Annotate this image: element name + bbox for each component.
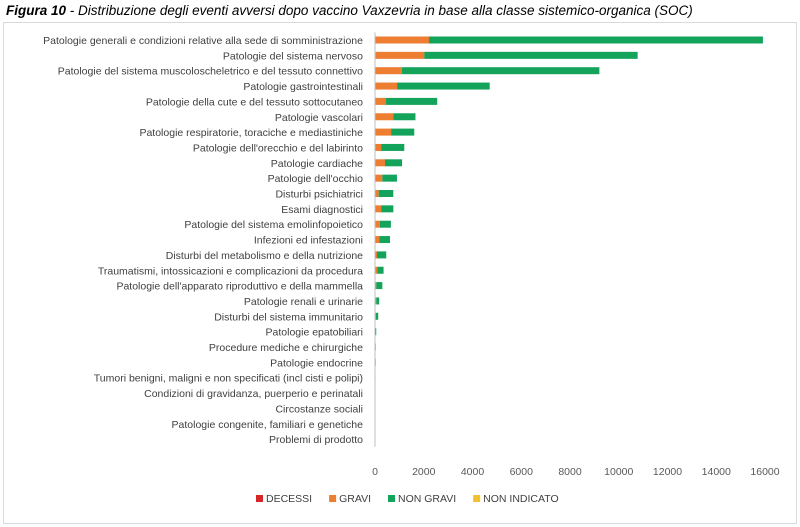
bar-segment-non-gravi xyxy=(386,97,438,105)
bar-segment-gravi xyxy=(375,67,402,75)
x-axis-ticks: 0 2000 4000 6000 8000 10000 12000 14000 16000 xyxy=(372,466,780,478)
category-label: Disturbi psichiatrici xyxy=(275,189,363,201)
figure-caption: Figura 10 - Distribuzione degli eventi a… xyxy=(6,3,693,18)
category-label: Esami diagnostici xyxy=(281,204,363,216)
x-tick-label: 14000 xyxy=(702,466,731,478)
legend-swatch xyxy=(388,495,396,502)
bar-segment-gravi xyxy=(375,220,380,228)
bar-segment-non-gravi xyxy=(428,36,763,44)
category-label: Traumatismi, intossicazioni e complicazi… xyxy=(98,265,363,277)
bar-segment-gravi xyxy=(375,236,380,244)
category-label: Problemi di prodotto xyxy=(269,434,363,446)
legend-swatch xyxy=(473,495,481,502)
bar-segment-non-gravi xyxy=(397,82,490,90)
category-label: Infezioni ed infestazioni xyxy=(254,235,363,247)
x-tick-label: 10000 xyxy=(604,466,633,478)
bar-segment-non-gravi xyxy=(378,190,394,197)
chart-frame xyxy=(3,22,797,524)
bar-segment-non-gravi xyxy=(382,174,397,182)
legend-label: DECESSI xyxy=(266,493,312,505)
legend: DECESSI GRAVI NON GRAVI NON INDICATO xyxy=(256,493,559,505)
x-tick-label: 6000 xyxy=(510,466,534,478)
bar-segment-non-gravi xyxy=(379,220,391,228)
bar-segment-gravi xyxy=(375,251,377,259)
bar-segment-non-gravi xyxy=(376,297,380,305)
bar-segment-non-gravi xyxy=(375,328,377,336)
x-tick-label: 8000 xyxy=(558,466,582,478)
bar-segment-non-gravi xyxy=(393,113,416,121)
category-label: Patologie del sistema emolinfopoietico xyxy=(184,219,363,231)
bar-segment-gravi xyxy=(375,190,379,197)
bars xyxy=(375,36,763,443)
category-label: Patologie epatobiliari xyxy=(266,327,363,339)
bar-segment-gravi xyxy=(375,143,382,151)
bar-segment-gravi xyxy=(375,113,394,121)
figure-label: Figura 10 xyxy=(6,3,67,18)
legend-label: NON GRAVI xyxy=(398,493,456,505)
bar-segment-gravi xyxy=(375,282,377,290)
bar-segment-gravi xyxy=(375,205,382,213)
legend-label: GRAVI xyxy=(339,493,371,505)
bar-segment-gravi xyxy=(375,51,425,59)
x-tick-label: 12000 xyxy=(653,466,682,478)
x-tick-label: 16000 xyxy=(750,466,779,478)
category-label: Procedure mediche e chirurgiche xyxy=(209,342,363,354)
category-labels: Patologie generali e condizioni relative… xyxy=(43,35,363,446)
category-label: Patologie dell'orecchio e del labirinto xyxy=(193,142,363,154)
category-label: Patologie gastrointestinali xyxy=(243,81,363,93)
bar-segment-non-gravi xyxy=(379,236,390,244)
bar-segment-non-gravi xyxy=(384,159,403,167)
category-label: Patologie dell'apparato riproduttivo e d… xyxy=(116,281,363,293)
x-tick-label: 0 xyxy=(372,466,378,478)
bar-segment-non-gravi xyxy=(381,205,394,213)
bar-segment-gravi xyxy=(375,297,377,305)
bar-segment-gravi xyxy=(375,128,392,136)
bar-segment-non-gravi xyxy=(391,128,415,136)
category-label: Patologie dell'occhio xyxy=(268,173,364,185)
category-label: Patologie renali e urinarie xyxy=(244,296,363,308)
category-label: Patologie congenite, familiari e genetic… xyxy=(172,419,364,431)
category-label: Patologie cardiache xyxy=(271,158,363,170)
bar-segment-non-gravi xyxy=(381,143,405,151)
bar-segment-gravi xyxy=(375,174,383,182)
category-label: Disturbi del sistema immunitario xyxy=(214,311,363,323)
category-label: Patologie della cute e del tessuto sotto… xyxy=(146,96,363,108)
legend-label: NON INDICATO xyxy=(483,493,558,505)
category-label: Circostanze sociali xyxy=(275,403,363,415)
category-label: Patologie vascolari xyxy=(275,112,363,124)
category-label: Patologie del sistema muscoloscheletrico… xyxy=(58,66,363,78)
bar-segment-gravi xyxy=(375,36,429,44)
bar-segment-gravi xyxy=(375,266,378,274)
x-tick-label: 2000 xyxy=(412,466,436,478)
bar-segment-non-gravi xyxy=(401,67,600,75)
category-label: Patologie endocrine xyxy=(270,357,363,369)
category-label: Tumori benigni, maligni e non specificat… xyxy=(94,373,363,385)
figure-title: - Distribuzione degli eventi avversi dop… xyxy=(66,3,693,18)
bar-segment-gravi xyxy=(375,97,387,105)
bar-segment-non-gravi xyxy=(424,51,638,59)
legend-swatch xyxy=(329,495,337,502)
category-label: Condizioni di gravidanza, puerperio e pe… xyxy=(144,388,363,400)
bar-segment-non-gravi xyxy=(375,312,379,320)
x-tick-label: 4000 xyxy=(461,466,485,478)
bar-segment-gravi xyxy=(375,159,385,167)
legend-swatch xyxy=(256,495,263,502)
category-label: Patologie generali e condizioni relative… xyxy=(43,35,363,47)
bar-segment-non-gravi xyxy=(377,251,387,259)
category-label: Patologie respiratorie, toraciche e medi… xyxy=(139,127,363,139)
bar-segment-non-gravi xyxy=(377,266,384,274)
category-label: Disturbi del metabolismo e della nutrizi… xyxy=(166,250,363,262)
bar-segment-gravi xyxy=(375,82,398,90)
category-label: Patologie del sistema nervoso xyxy=(223,50,363,62)
bar-segment-non-gravi xyxy=(376,282,383,290)
